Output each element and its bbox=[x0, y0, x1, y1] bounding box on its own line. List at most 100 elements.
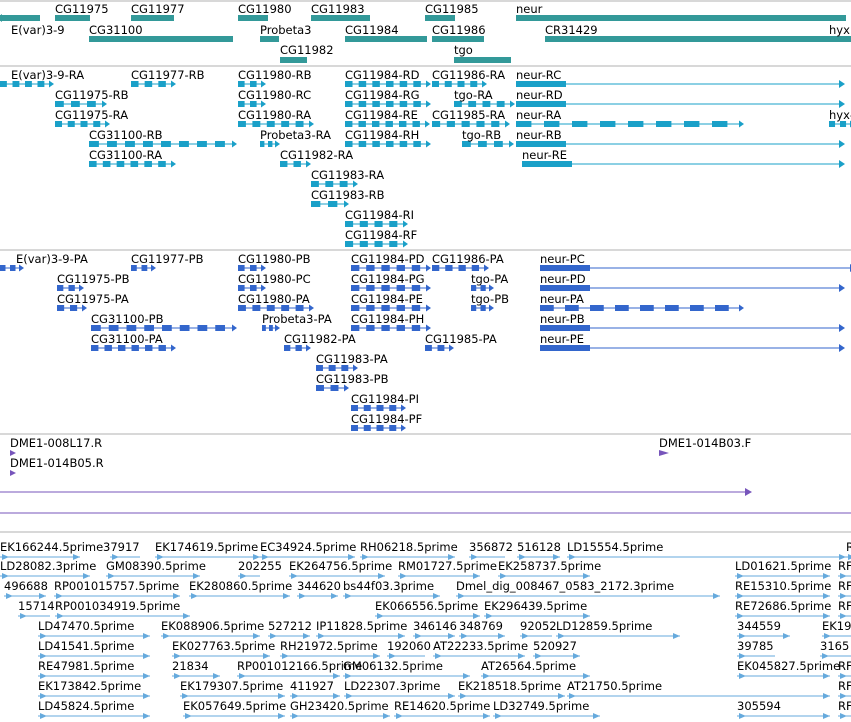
feature-516128[interactable]: 516128 bbox=[517, 540, 561, 560]
feature-cg11984-pi[interactable]: CG11984-PI bbox=[351, 392, 419, 412]
feature-ld12859-5prime[interactable]: LD12859.5prime bbox=[556, 619, 680, 639]
feature-gm06132-5prime[interactable]: GM06132.5prime bbox=[343, 659, 470, 679]
feature-cg11984-rd[interactable]: CG11984-RD bbox=[345, 68, 431, 88]
feature-cg11983-pb[interactable]: CG11983-PB bbox=[316, 372, 389, 392]
feature-cg11984-pe[interactable]: CG11984-PE bbox=[351, 292, 431, 312]
feature-3165[interactable]: 3165 bbox=[820, 639, 851, 659]
feature-37917[interactable]: 37917 bbox=[103, 540, 140, 560]
feature-cg11980-pb[interactable]: CG11980-PB bbox=[238, 252, 311, 272]
feature-re14620-5prime[interactable]: RE14620.5prime bbox=[394, 699, 490, 719]
feature-ek280860-5prime[interactable]: EK280860.5prime bbox=[189, 579, 292, 599]
feature-bs44f03-3prime[interactable]: bs44f03.3prime bbox=[343, 579, 440, 599]
feature-cg11982-pa[interactable]: CG11982-PA bbox=[284, 332, 356, 352]
feature-at21750-5prime[interactable]: AT21750.5prime bbox=[567, 679, 830, 699]
feature-neur-rd[interactable]: neur-RD bbox=[516, 88, 845, 108]
feature-neur-rc[interactable]: neur-RC bbox=[516, 68, 845, 88]
feature-ld15554-5prime[interactable]: LD15554.5prime bbox=[567, 540, 846, 560]
feature-cg11984-ri[interactable]: CG11984-RI bbox=[345, 208, 414, 228]
feature-356872[interactable]: 356872 bbox=[469, 540, 513, 560]
feature-dme1-008l17-r[interactable]: DME1-008L17.R bbox=[10, 436, 102, 456]
feature-cg11984-rh[interactable]: CG11984-RH bbox=[345, 128, 431, 148]
feature-cg31100[interactable]: CG31100 bbox=[89, 23, 233, 42]
feature-cg11983-rb[interactable]: CG11983-RB bbox=[311, 188, 385, 208]
feature-tgo[interactable]: tgo bbox=[454, 43, 511, 63]
feature-ek174619-5prime[interactable]: EK174619.5prime bbox=[155, 540, 260, 560]
feature-hyx[interactable]: hyx bbox=[829, 23, 851, 42]
feature-ld45824-5prime[interactable]: LD45824.5prime bbox=[38, 699, 150, 719]
feature-cg11983[interactable]: CG11983 bbox=[311, 2, 370, 21]
feature-r[interactable]: R bbox=[846, 540, 851, 560]
feature-rf[interactable]: RF bbox=[838, 659, 851, 679]
feature-cg11980[interactable]: CG11980 bbox=[238, 2, 292, 21]
feature-rp001012166-5prime[interactable]: RP001012166.5prime bbox=[237, 659, 362, 679]
feature-cg11984-pg[interactable]: CG11984-PG bbox=[351, 272, 431, 292]
feature-rf[interactable]: RF bbox=[838, 559, 851, 579]
feature-ld28082-3prime[interactable]: LD28082.3prime bbox=[0, 559, 96, 579]
feature-348769[interactable]: 348769 bbox=[459, 619, 505, 639]
feature-cg11975[interactable]: CG11975 bbox=[55, 2, 109, 21]
feature-cg11986[interactable]: CG11986 bbox=[432, 23, 486, 42]
feature-e-var-3-9-ra[interactable]: E(var)3-9-RA bbox=[0, 68, 84, 88]
feature-neur-ra[interactable]: neur-RA bbox=[516, 108, 744, 128]
feature-tgo-ra[interactable]: tgo-RA bbox=[454, 88, 515, 108]
feature-cg11986-ra[interactable]: CG11986-RA bbox=[432, 68, 505, 88]
feature-ld01621-5prime[interactable]: LD01621.5prime bbox=[735, 559, 831, 579]
feature-ek258737-5prime[interactable]: EK258737.5prime bbox=[498, 559, 601, 579]
feature-at22233-5prime[interactable]: AT22233.5prime bbox=[433, 639, 528, 659]
feature-neur-re[interactable]: neur-RE bbox=[522, 148, 845, 168]
feature-cg31100-pb[interactable]: CG31100-PB bbox=[91, 312, 237, 332]
feature-cg11984-pd[interactable]: CG11984-PD bbox=[351, 252, 431, 272]
feature-tgo-pb[interactable]: tgo-PB bbox=[471, 292, 509, 312]
feature-ld41541-5prime[interactable]: LD41541.5prime bbox=[38, 639, 150, 659]
feature-ek066556-5prime[interactable]: EK066556.5prime bbox=[375, 599, 480, 619]
feature-rf[interactable]: RF bbox=[838, 699, 851, 719]
feature-gm08390-5prime[interactable]: GM08390.5prime bbox=[106, 559, 206, 579]
feature-ek027763-5prime[interactable]: EK027763.5prime bbox=[172, 639, 275, 659]
feature-cg11980-rb[interactable]: CG11980-RB bbox=[238, 68, 312, 88]
feature-rh06218-5prime[interactable]: RH06218.5prime bbox=[360, 540, 458, 560]
feature-ek088906-5prime[interactable]: EK088906.5prime bbox=[161, 619, 264, 639]
feature-202255[interactable]: 202255 bbox=[238, 559, 282, 579]
feature-ek166244-5prime[interactable]: EK166244.5prime bbox=[0, 540, 103, 560]
feature-dme1-014b05-r[interactable]: DME1-014B05.R bbox=[10, 456, 104, 476]
feature-ip11828-5prime[interactable]: IP11828.5prime bbox=[316, 619, 407, 639]
feature-cg11977[interactable]: CG11977 bbox=[131, 2, 185, 21]
feature-cg11975-rb[interactable]: CG11975-RB bbox=[55, 88, 129, 108]
feature-cg11975-ra[interactable]: CG11975-RA bbox=[55, 108, 128, 128]
feature-rf[interactable]: RF bbox=[838, 679, 851, 699]
feature-cg11984-rg[interactable]: CG11984-RG bbox=[345, 88, 431, 108]
feature-cg11975-pb[interactable]: CG11975-PB bbox=[57, 272, 130, 292]
feature-ek296439-5prime[interactable]: EK296439.5prime bbox=[484, 599, 590, 619]
feature-probeta3[interactable]: Probeta3 bbox=[260, 23, 312, 42]
feature-411927[interactable]: 411927 bbox=[290, 679, 340, 699]
feature-cg11980-ra[interactable]: CG11980-RA bbox=[238, 108, 314, 128]
feature-re47981-5prime[interactable]: RE47981.5prime bbox=[38, 659, 150, 679]
feature-cg11983-ra[interactable]: CG11983-RA bbox=[311, 168, 384, 188]
feature-cg11984-ph[interactable]: CG11984-PH bbox=[351, 312, 431, 332]
feature-ek179307-5prime[interactable]: EK179307.5prime bbox=[180, 679, 285, 699]
feature-cg31100-rb[interactable]: CG31100-RB bbox=[89, 128, 237, 148]
feature-cg11984-rf[interactable]: CG11984-RF bbox=[345, 228, 417, 248]
feature-neur-pc[interactable]: neur-PC bbox=[540, 252, 851, 272]
feature-e-var-3-9[interactable]: E(var)3-9 bbox=[0, 14, 65, 37]
feature-re15310-5prime[interactable]: RE15310.5prime bbox=[735, 579, 831, 599]
feature-rp001034919-5prime[interactable]: RP001034919.5prime bbox=[55, 599, 190, 619]
feature-ld32749-5prime[interactable]: LD32749.5prime bbox=[493, 699, 600, 719]
feature-rh21972-5prime[interactable]: RH21972.5prime bbox=[280, 639, 380, 659]
feature-cg11985-ra[interactable]: CG11985-RA bbox=[432, 108, 510, 128]
feature-cg11977-pb[interactable]: CG11977-PB bbox=[131, 252, 204, 272]
feature-ek173842-5prime[interactable]: EK173842.5prime bbox=[38, 679, 150, 699]
feature-92052[interactable]: 92052 bbox=[520, 619, 557, 639]
feature-cg11984-pf[interactable]: CG11984-PF bbox=[351, 412, 422, 432]
feature-gh23420-5prime[interactable]: GH23420.5prime bbox=[290, 699, 390, 719]
feature-neur-pe[interactable]: neur-PE bbox=[540, 332, 845, 352]
feature-cg11975-pa[interactable]: CG11975-PA bbox=[57, 292, 129, 312]
feature-cg11983-pa[interactable]: CG11983-PA bbox=[316, 352, 388, 372]
feature-neur[interactable]: neur bbox=[516, 2, 846, 21]
feature-39785[interactable]: 39785 bbox=[737, 639, 775, 659]
feature-ek057649-5prime[interactable]: EK057649.5prime bbox=[183, 699, 286, 719]
clone-span-line[interactable] bbox=[0, 488, 752, 496]
feature-305594[interactable]: 305594 bbox=[737, 699, 830, 719]
feature-520927[interactable]: 520927 bbox=[533, 639, 580, 659]
feature-ld47470-5prime[interactable]: LD47470.5prime bbox=[38, 619, 150, 639]
